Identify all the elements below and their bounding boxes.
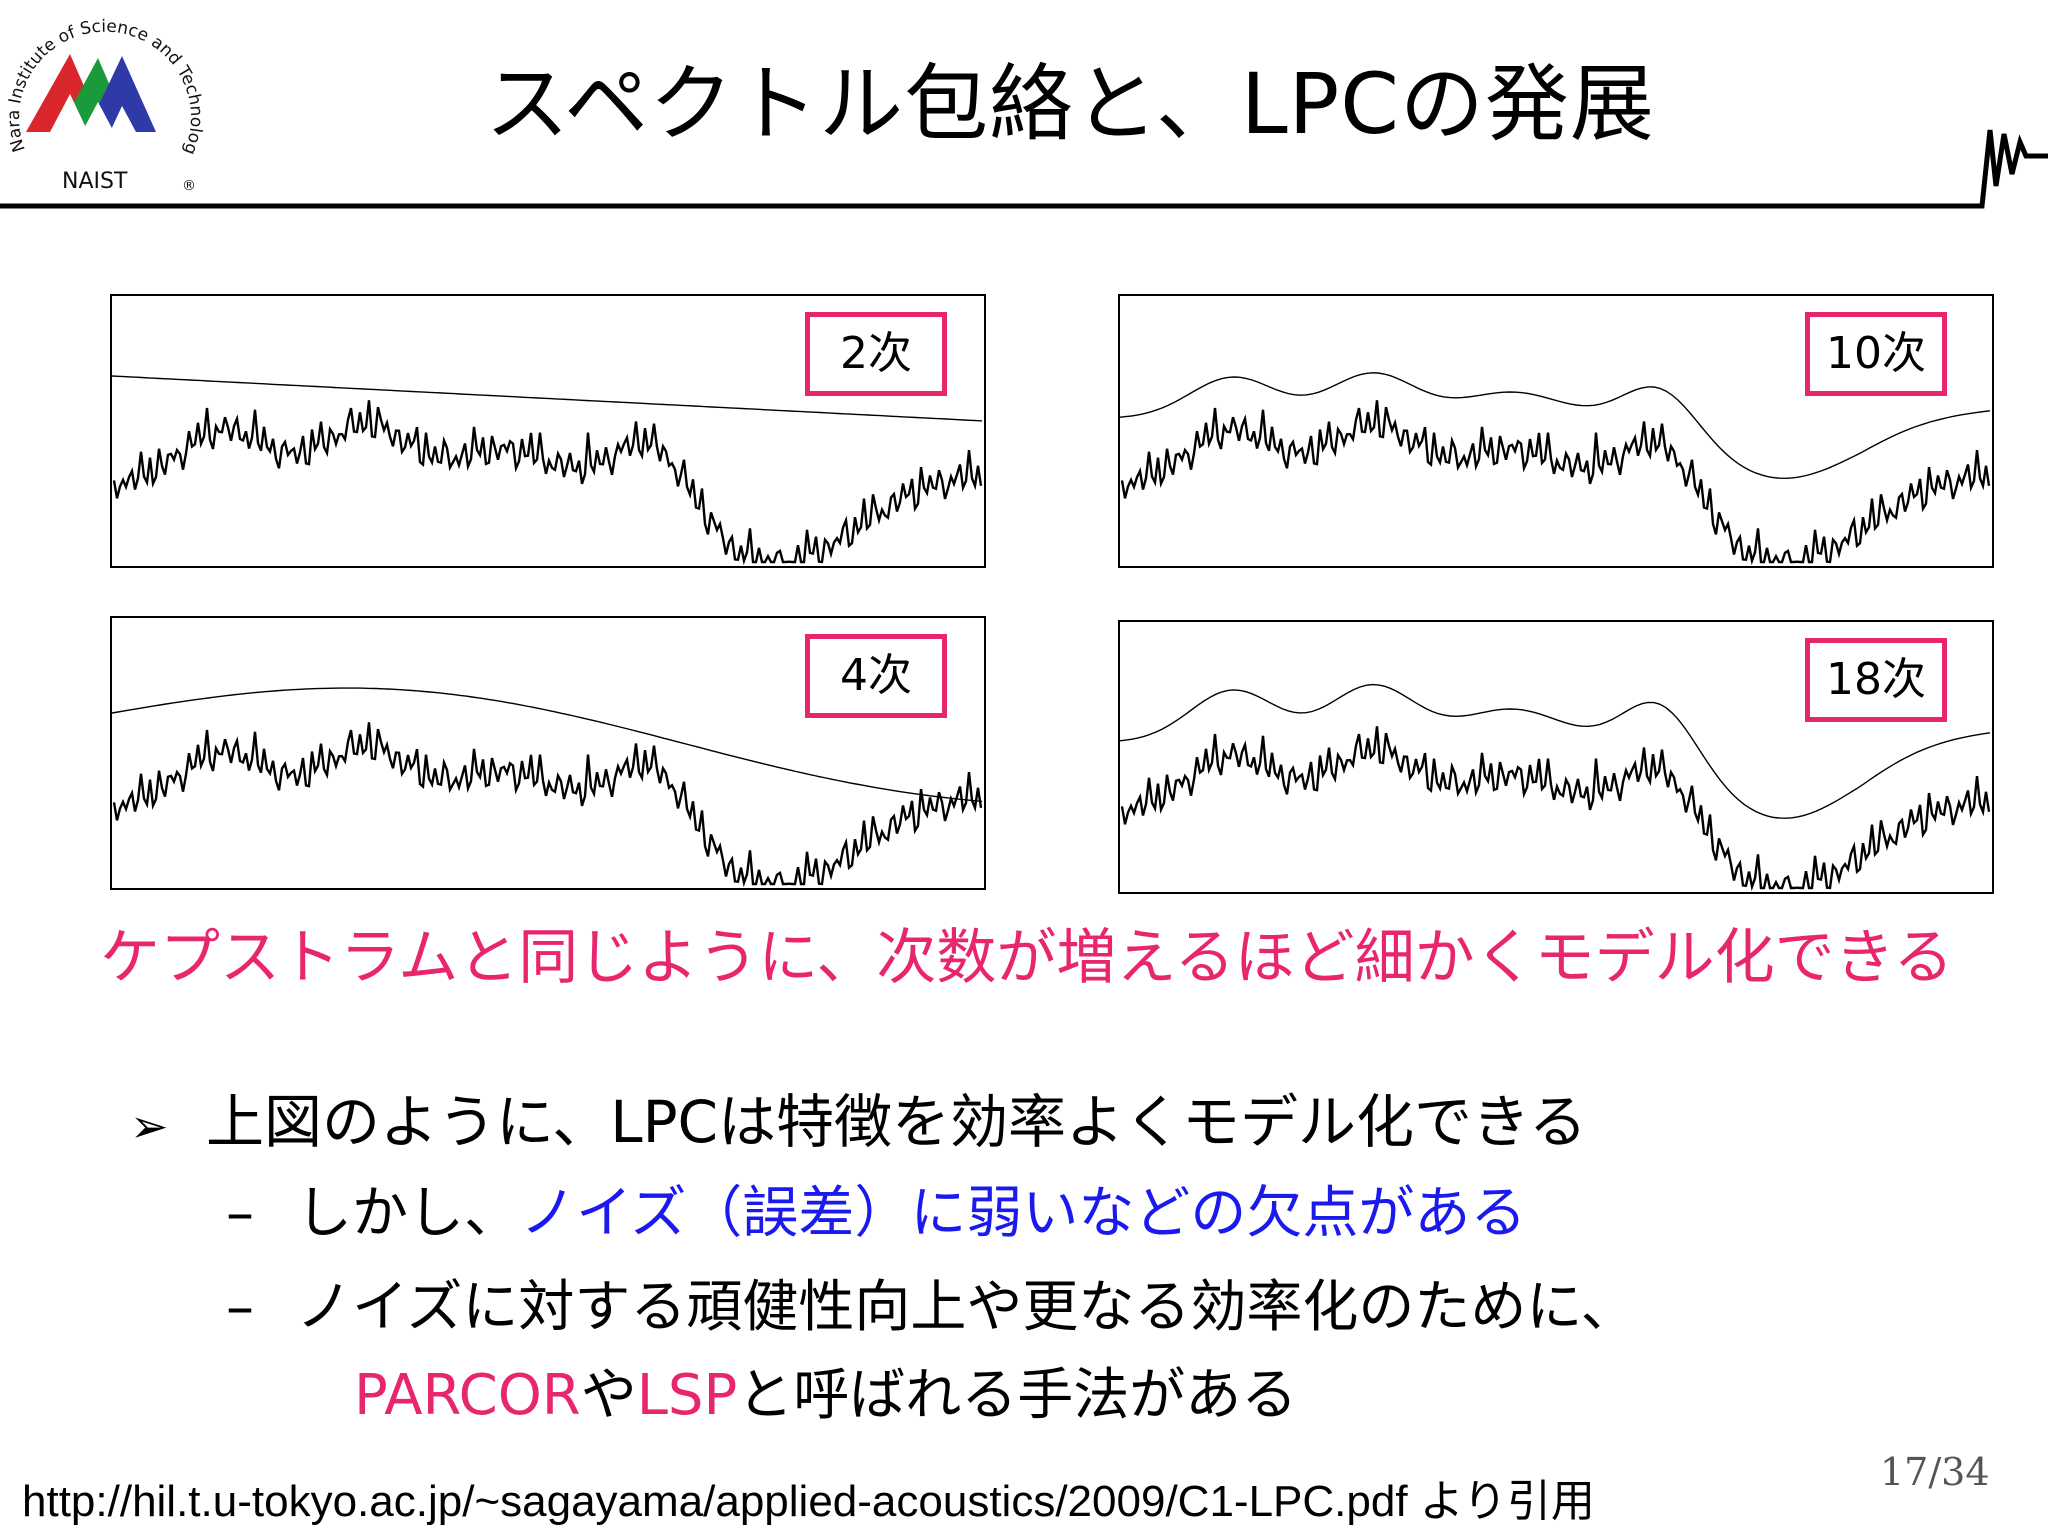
spectrum-panel-order-2: 2次: [110, 294, 986, 568]
spectrum-panel-order-4: 4次: [110, 616, 986, 890]
sub-bullet-1-highlight: ノイズ（誤差）に弱いなどの欠点がある: [520, 1181, 1527, 1246]
dash-icon: –: [226, 1181, 254, 1246]
term-parcor: PARCOR: [354, 1363, 581, 1428]
sub-bullet-2: – ノイズに対する頑健性向上や更なる効率化のために、: [226, 1270, 1637, 1346]
spectrum-line: [1120, 400, 1991, 566]
sub-bullet-1-plain: しかし、: [296, 1181, 520, 1246]
bullet-main: ➢ 上図のように、LPCは特徴を効率よくモデル化できる: [130, 1082, 1587, 1166]
sub-bullet-2-text: ノイズに対する頑健性向上や更なる効率化のために、: [296, 1275, 1637, 1340]
order-badge: 4次: [805, 634, 947, 718]
naist-logo: Nara Institute of Science and Technology…: [1, 0, 206, 196]
header-rule: [0, 129, 2048, 209]
lpc-envelope-line: [112, 375, 983, 422]
spectrum-panel-order-10: 10次: [1118, 294, 1994, 568]
order-badge: 18次: [1805, 638, 1947, 722]
spectrum-panel-order-18: 18次: [1118, 620, 1994, 894]
dash-icon: –: [226, 1275, 254, 1340]
lpc-envelope-line: [1120, 372, 1991, 480]
sub-bullet-1: – しかし、ノイズ（誤差）に弱いなどの欠点がある: [226, 1176, 1526, 1252]
logo-wordmark: NAIST: [62, 169, 128, 194]
arrow-bullet-icon: ➢: [130, 1099, 169, 1153]
page-total: 34: [1941, 1450, 1990, 1494]
order-badge: 2次: [805, 312, 947, 396]
registered-mark: ®: [182, 178, 196, 194]
term-lsp: LSP: [636, 1363, 738, 1428]
page-current: 17: [1880, 1450, 1929, 1494]
slide-title: スペクトル包絡と、LPCの発展: [485, 55, 1655, 153]
lpc-envelope-line: [1120, 683, 1991, 819]
lpc-envelope-line: [112, 687, 983, 803]
bullet-main-text: 上図のように、LPCは特徴を効率よくモデル化できる: [206, 1088, 1587, 1156]
term-separator: や: [580, 1363, 637, 1428]
spectrum-line: [112, 722, 983, 888]
source-citation: http://hil.t.u-tokyo.ac.jp/~sagayama/app…: [22, 1477, 1595, 1526]
page-number: 17/34: [1880, 1450, 1990, 1494]
spectrum-line: [112, 400, 983, 566]
continuation-rest: と呼ばれる手法がある: [737, 1363, 1298, 1428]
spectrum-line: [1120, 726, 1991, 892]
figure-caption: ケプストラムと同じように、次数が増えるほど細かくモデル化できる: [100, 923, 1954, 993]
sub-bullet-2-continuation: PARCORやLSPと呼ばれる手法がある: [354, 1358, 1297, 1434]
order-badge: 10次: [1805, 312, 1947, 396]
